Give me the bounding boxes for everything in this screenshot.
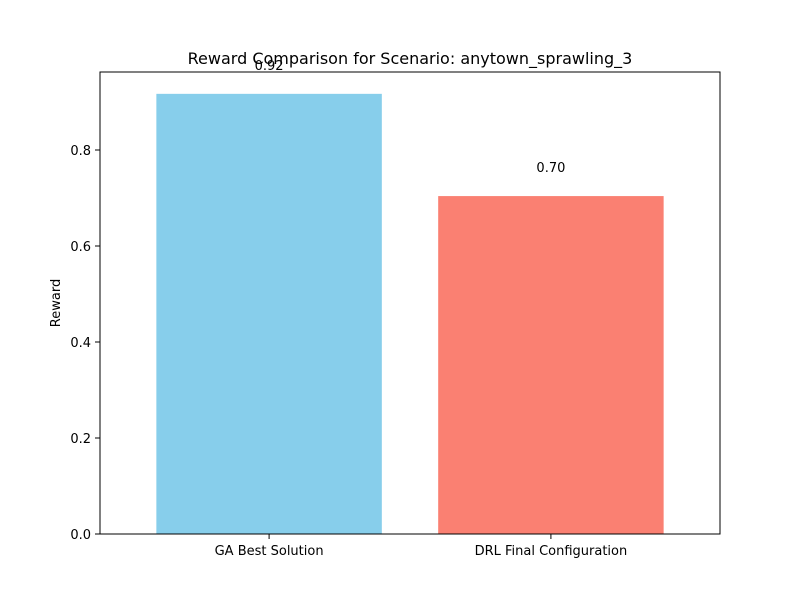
axes-frame xyxy=(99,71,721,535)
y-tick-label: 0.8 xyxy=(70,144,91,159)
bar-value-label: 0.92 xyxy=(255,59,284,74)
bar-value-label: 0.70 xyxy=(536,161,565,176)
x-tick-label: GA Best Solution xyxy=(215,544,324,559)
x-tick-label: DRL Final Configuration xyxy=(475,544,628,559)
x-axis-ticks: GA Best Solution DRL Final Configuration xyxy=(215,534,628,559)
y-axis-label: Reward xyxy=(49,279,64,327)
bars-group xyxy=(156,93,664,534)
chart-title: Reward Comparison for Scenario: anytown_… xyxy=(188,49,633,69)
y-tick-label: 0.0 xyxy=(70,528,91,543)
y-tick-label: 0.2 xyxy=(70,432,91,447)
bar-2 xyxy=(438,196,664,534)
y-axis-ticks: 0.0 0.2 0.4 0.6 0.8 xyxy=(70,144,100,543)
y-tick-label: 0.6 xyxy=(70,240,91,255)
y-tick-label: 0.4 xyxy=(70,336,91,351)
bar-1 xyxy=(156,93,382,534)
data-labels-group: 0.92 0.70 xyxy=(255,59,566,176)
